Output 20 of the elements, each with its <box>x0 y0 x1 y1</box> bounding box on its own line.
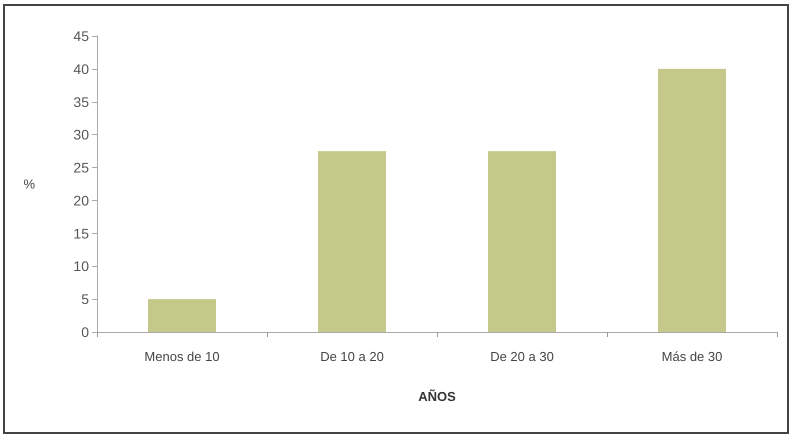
x-tick-label: Más de 30 <box>662 349 722 364</box>
y-tick-label: 25 <box>73 160 90 176</box>
y-axis-title: % <box>23 176 36 192</box>
x-tick-label: De 10 a 20 <box>320 349 384 364</box>
bar <box>148 299 216 332</box>
y-tick-label: 20 <box>73 192 90 208</box>
y-tick-label: 40 <box>73 60 90 77</box>
y-tick-label: 5 <box>81 291 90 308</box>
y-tick-label: 15 <box>73 225 90 242</box>
x-axis-title: AÑOS <box>418 389 456 404</box>
y-tick-label: 30 <box>73 126 90 143</box>
bar <box>488 151 556 332</box>
x-tick-label: Menos de 10 <box>144 349 220 364</box>
y-tick-label: 10 <box>73 258 90 274</box>
y-tick-label: 35 <box>73 94 90 110</box>
y-tick-label: 0 <box>81 324 90 340</box>
x-tick-label: De 20 a 30 <box>490 349 554 364</box>
bar <box>318 151 386 332</box>
bar <box>658 68 726 332</box>
y-tick-label: 45 <box>73 28 90 44</box>
